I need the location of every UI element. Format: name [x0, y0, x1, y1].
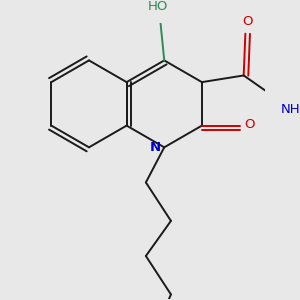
Text: HO: HO [148, 0, 169, 13]
Text: O: O [244, 118, 255, 131]
Text: N: N [150, 141, 161, 154]
Text: NH: NH [280, 103, 300, 116]
Text: O: O [242, 15, 252, 28]
